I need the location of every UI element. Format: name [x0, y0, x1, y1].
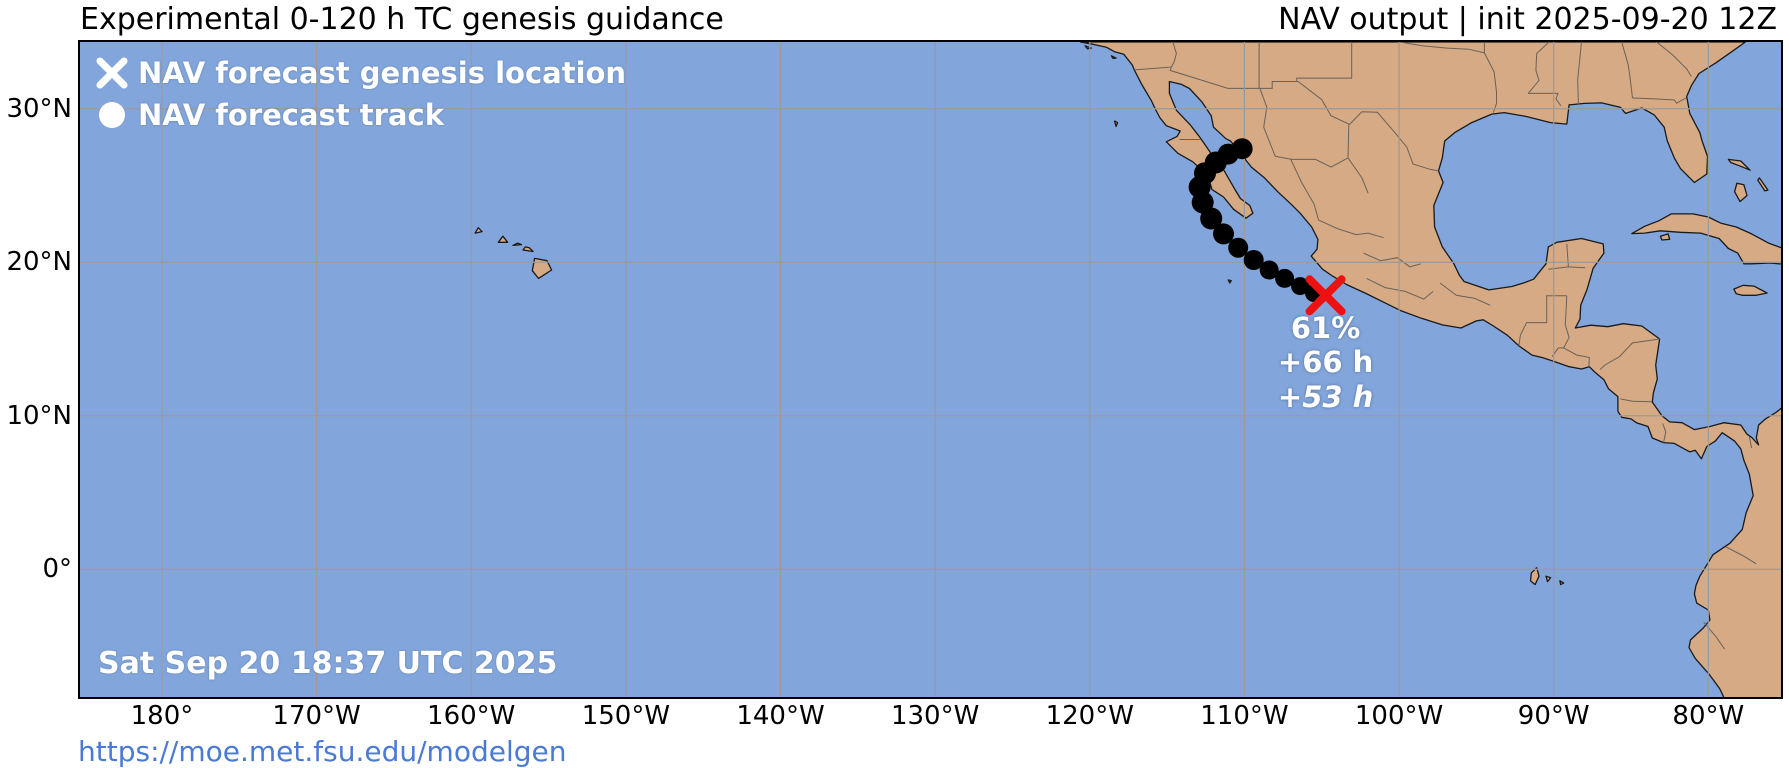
land-maui	[522, 246, 534, 253]
land-isla-juventud	[1659, 233, 1671, 241]
border-tx-la	[1483, 52, 1497, 113]
border-nm-tx	[1296, 42, 1353, 82]
lon-axis-label: 110°W	[1200, 701, 1289, 731]
land-catalina-island	[1110, 55, 1117, 60]
border-la-ms	[1528, 92, 1562, 107]
land-cuba	[1631, 213, 1781, 265]
border-ca-az	[1170, 42, 1177, 68]
map-panel: NAV forecast genesis location NAV foreca…	[78, 40, 1783, 699]
track-dot	[1228, 237, 1249, 258]
ocean	[80, 42, 1781, 697]
border-ga-sc	[1656, 42, 1692, 77]
border-tx-ok-ar	[1399, 42, 1485, 54]
lon-axis-label: 150°W	[581, 701, 671, 731]
border-al-ga	[1621, 42, 1633, 99]
map-canvas	[80, 42, 1781, 697]
land-hawaii-big-island	[531, 257, 553, 280]
border-yucatan-b	[1548, 266, 1569, 270]
border-chihuahua-south	[1275, 155, 1349, 168]
valid-timestamp: Sat Sep 20 18:37 UTC 2025	[98, 646, 558, 681]
legend: NAV forecast genesis location NAV foreca…	[94, 52, 626, 136]
lat-axis-label: 0°	[42, 554, 72, 585]
lon-axis-label: 160°W	[427, 701, 516, 731]
land-molokai	[512, 242, 523, 247]
source-link[interactable]: https://moe.met.fsu.edu/modelgen	[78, 735, 567, 768]
land-santa-cruz-galapagos	[1545, 575, 1552, 583]
land-grand-bahama	[1727, 158, 1751, 171]
lon-axis-label: 100°W	[1354, 701, 1444, 731]
track-dot	[1291, 277, 1310, 296]
land-san-cristobal-galapagos	[1559, 580, 1565, 586]
legend-genesis-row: NAV forecast genesis location	[94, 52, 626, 94]
border-ga-fl	[1632, 97, 1687, 104]
genesis-x-icon	[94, 55, 138, 91]
border-guatemala-honduras	[1563, 325, 1570, 349]
track-dot-icon	[94, 97, 138, 133]
track-dot	[1231, 138, 1253, 160]
genesis-annotation: 61% +66 h +53 h	[1241, 311, 1411, 414]
track-dot	[1275, 268, 1295, 288]
land-andros	[1733, 182, 1748, 203]
lon-axis-label: 180°	[130, 701, 194, 731]
land-socorro-island	[1227, 279, 1232, 284]
legend-genesis-label: NAV forecast genesis location	[138, 56, 627, 90]
track-dot	[1200, 207, 1223, 230]
border-central-mexico	[1363, 252, 1421, 268]
land-jamaica	[1733, 284, 1768, 296]
border-costa-rica-panama	[1662, 423, 1667, 443]
genesis-probability: 61%	[1290, 311, 1361, 346]
border-honduras-nicaragua	[1599, 338, 1660, 371]
lat-axis-label: 10°N	[6, 400, 72, 431]
border-us-mexico	[1134, 66, 1439, 172]
border-colombia-ecuador	[1725, 546, 1757, 565]
border-guatemala-mexico	[1518, 295, 1567, 346]
land-guadalupe-island	[1113, 120, 1119, 128]
border-sonora-chihuahua	[1259, 88, 1276, 157]
genesis-x-marker	[1305, 275, 1346, 316]
model-init-title: NAV output | init 2025-09-20 12Z	[1278, 2, 1777, 37]
track-dot	[1243, 250, 1264, 270]
land-isabela-galapagos	[1529, 567, 1540, 586]
lat-axis-label: 20°N	[6, 247, 72, 278]
border-belize-guatemala	[1564, 295, 1568, 326]
lon-axis-label: 90°W	[1517, 701, 1590, 731]
land-eleuthera	[1757, 177, 1769, 192]
track-dot	[1259, 260, 1279, 280]
border-panama-colombia	[1748, 436, 1753, 449]
land-oahu	[497, 235, 509, 243]
genesis-lead-time-italic: +53 h	[1277, 379, 1374, 414]
legend-track-label: NAV forecast track	[138, 98, 444, 132]
genesis-lead-time: +66 h	[1277, 345, 1374, 380]
border-coahuila	[1347, 124, 1369, 194]
page-title: Experimental 0-120 h TC genesis guidance	[80, 2, 724, 37]
track-dot	[1213, 223, 1234, 245]
border-oaxaca-veracruz	[1439, 282, 1491, 306]
land-kauai	[474, 227, 483, 234]
border-balsas	[1366, 277, 1434, 300]
lon-axis-label: 120°W	[1045, 701, 1134, 731]
lat-axis-label: 30°N	[6, 93, 72, 124]
border-el-salvador-honduras	[1563, 347, 1590, 367]
border-ms-al	[1577, 42, 1582, 105]
border-jalisco-zacatecas	[1318, 219, 1384, 239]
border-ar-ms	[1527, 42, 1550, 94]
lon-axis-label: 80°W	[1672, 701, 1745, 731]
legend-track-row: NAV forecast track	[94, 94, 626, 136]
lon-axis-label: 170°W	[272, 701, 361, 731]
border-durango-sinaloa	[1290, 159, 1320, 221]
lon-axis-label: 130°W	[890, 701, 980, 731]
border-nicaragua-costa-rica	[1620, 398, 1652, 403]
lon-axis-label: 140°W	[736, 701, 825, 731]
